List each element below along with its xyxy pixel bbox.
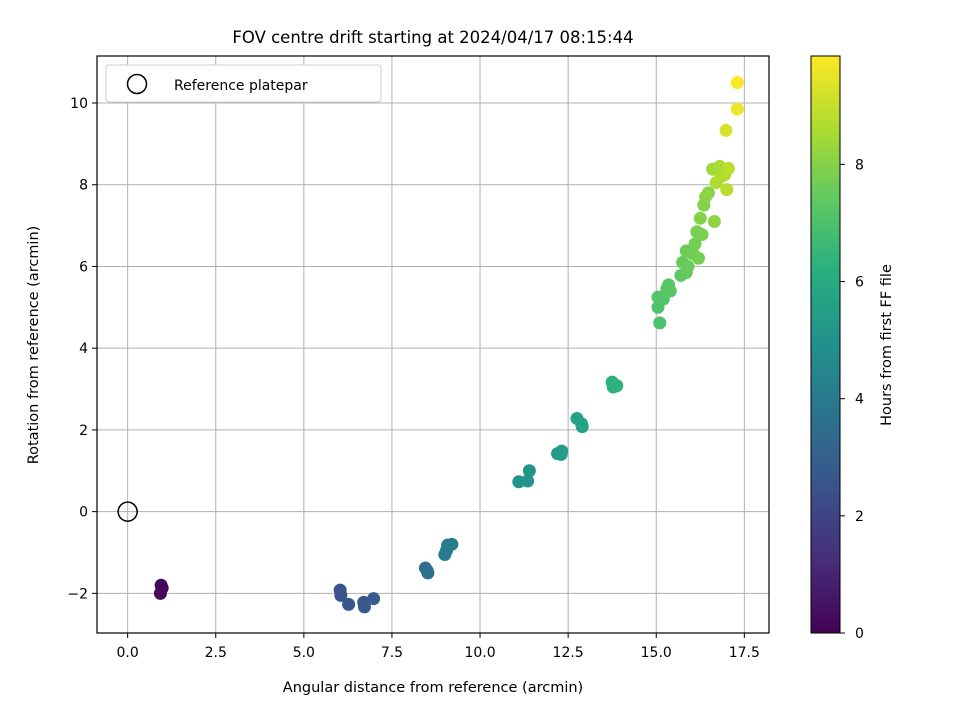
scatter-point (721, 161, 735, 175)
scatter-point (421, 566, 435, 580)
colorbar-tick-label: 8 (855, 157, 864, 173)
legend-box (105, 64, 382, 103)
colorbar-tick-label: 2 (855, 509, 864, 525)
y-tick-label: −2 (67, 586, 88, 602)
colorbar-tick-label: 0 (855, 626, 864, 642)
x-tick-label: 15.0 (641, 645, 672, 661)
scatter-point (357, 600, 371, 614)
scatter-point (688, 237, 702, 251)
scatter-point (719, 123, 733, 137)
colorbar-gradient (810, 55, 841, 634)
chart-title: FOV centre drift starting at 2024/04/17 … (232, 28, 633, 47)
y-tick-label: 6 (79, 259, 88, 275)
data-points (153, 76, 744, 614)
scatter-point (367, 592, 381, 606)
grid-lines (97, 56, 769, 633)
scatter-point (575, 417, 589, 431)
scatter-point (695, 228, 709, 242)
y-tick-label: 8 (79, 178, 88, 194)
scatter-point (707, 214, 721, 228)
y-axis-ticks: −2 0 2 4 6 8 10 (67, 96, 97, 602)
colorbar-tick-label: 6 (855, 275, 864, 291)
y-tick-label: 4 (79, 341, 88, 357)
x-tick-label: 7.5 (381, 645, 403, 661)
scatter-point (521, 474, 535, 488)
x-axis-ticks: 0.0 2.5 5.0 7.5 10.0 12.5 15.0 17.5 (117, 633, 760, 661)
legend-reference-marker (126, 73, 148, 95)
scatter-point (693, 211, 707, 225)
scatter-point (663, 284, 677, 298)
scatter-point (701, 186, 715, 200)
x-tick-label: 5.0 (293, 645, 315, 661)
y-tick-label: 0 (79, 505, 88, 521)
scatter-point (522, 464, 536, 478)
colorbar-ticks: 0 2 4 6 8 (840, 157, 864, 642)
x-tick-label: 0.0 (117, 645, 139, 661)
x-tick-label: 12.5 (553, 645, 584, 661)
scatter-point (153, 586, 167, 600)
scatter-point (334, 588, 348, 602)
scatter-point (720, 183, 734, 197)
scatter-point (555, 444, 569, 458)
y-axis-label: Rotation from reference (arcmin) (26, 226, 42, 465)
legend-entry-reference-platepar: Reference platepar (174, 78, 308, 94)
plot-frame (96, 55, 770, 634)
colorbar-tick-label: 4 (855, 392, 864, 408)
scatter-point (730, 102, 744, 116)
scatter-point (445, 537, 459, 551)
colorbar-label: Hours from first FF file (879, 264, 895, 426)
y-tick-label: 10 (70, 96, 88, 112)
scatter-point (730, 76, 744, 90)
scatter-point (653, 316, 667, 330)
reference-platepar-marker (117, 501, 138, 522)
scatter-point (681, 259, 695, 273)
scatter-point (692, 251, 706, 265)
y-tick-label: 2 (79, 423, 88, 439)
x-axis-label: Angular distance from reference (arcmin) (283, 680, 583, 696)
scatter-point (342, 597, 356, 611)
colorbar: 0 2 4 6 8 Hours from first FF file (810, 55, 895, 642)
x-tick-label: 17.5 (729, 645, 760, 661)
x-tick-label: 2.5 (205, 645, 227, 661)
x-tick-label: 10.0 (464, 645, 495, 661)
legend: Reference platepar (105, 64, 382, 103)
scatter-point (610, 379, 624, 393)
